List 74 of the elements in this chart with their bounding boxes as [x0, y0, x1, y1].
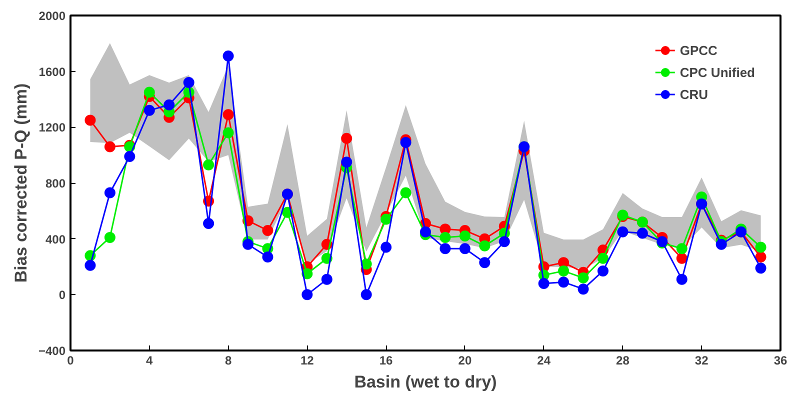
- point: [420, 226, 431, 238]
- point: [598, 252, 608, 264]
- y-tick-label: 2000: [38, 9, 66, 23]
- legend-label: CRU: [680, 86, 708, 102]
- point: [676, 252, 688, 264]
- point: [479, 240, 490, 252]
- point: [360, 289, 372, 300]
- point: [222, 50, 234, 62]
- x-tick-label: 24: [537, 354, 551, 368]
- point: [578, 272, 589, 284]
- point: [716, 238, 727, 250]
- point: [183, 77, 194, 88]
- point: [203, 218, 214, 229]
- point: [341, 132, 352, 144]
- point: [84, 114, 96, 126]
- point: [617, 226, 628, 238]
- y-tick-label: 1600: [38, 64, 66, 79]
- point: [676, 243, 688, 254]
- point: [755, 251, 766, 262]
- x-tick-label: 32: [694, 354, 709, 368]
- point: [104, 141, 116, 152]
- point: [498, 236, 510, 248]
- point: [104, 232, 116, 243]
- y-tick-label: 0: [58, 288, 66, 302]
- x-tick-label: 0: [67, 354, 74, 368]
- y-axis-title: Bias corrected P-Q (mm): [11, 83, 30, 283]
- x-tick-label: 16: [379, 354, 394, 368]
- point: [459, 230, 470, 242]
- point: [380, 242, 392, 253]
- point: [262, 251, 274, 262]
- x-tick-label: 36: [774, 354, 788, 368]
- point: [400, 137, 412, 148]
- point: [558, 276, 570, 288]
- point: [755, 262, 766, 274]
- point: [636, 228, 648, 239]
- point: [598, 265, 608, 276]
- point: [755, 242, 766, 253]
- legend-label: CPC Unified: [680, 64, 755, 80]
- point: [104, 187, 116, 198]
- y-tick-label: −400: [38, 344, 66, 358]
- point: [262, 224, 274, 236]
- point: [479, 257, 490, 268]
- x-tick-label: 12: [300, 354, 314, 368]
- point: [144, 104, 155, 116]
- x-tick-label: 28: [616, 354, 630, 368]
- point: [84, 260, 96, 271]
- point: [440, 243, 451, 254]
- x-tick-label: 20: [458, 354, 472, 368]
- point: [400, 187, 412, 198]
- legend-label: GPCC: [680, 42, 718, 58]
- point: [321, 274, 332, 285]
- point: [538, 278, 550, 289]
- point: [676, 274, 688, 285]
- point: [222, 127, 234, 138]
- point: [380, 214, 392, 225]
- point: [578, 284, 589, 295]
- point: [242, 238, 254, 250]
- x-tick-label: 4: [146, 354, 154, 368]
- y-tick-label: 400: [45, 232, 66, 246]
- point: [144, 86, 155, 98]
- point: [341, 156, 352, 168]
- point: [203, 159, 214, 170]
- point: [164, 99, 175, 110]
- point: [360, 258, 372, 270]
- point: [302, 289, 313, 300]
- point: [440, 232, 451, 243]
- y-tick-label: 1200: [38, 120, 66, 135]
- point: [558, 265, 570, 276]
- x-tick-label: 8: [224, 354, 232, 368]
- y-tick-label: 800: [45, 176, 66, 190]
- point: [459, 243, 470, 254]
- x-axis-title: Basin (wet to dry): [354, 372, 497, 392]
- point: [124, 150, 136, 162]
- point: [222, 109, 234, 120]
